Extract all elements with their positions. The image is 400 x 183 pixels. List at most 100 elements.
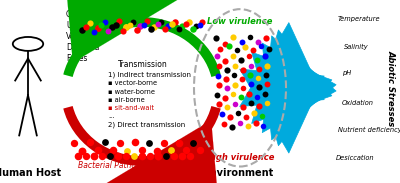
Point (256, 105, 262, 108)
Point (113, 23, 119, 26)
Point (214, 93, 220, 96)
Point (183, 149, 189, 152)
Point (217, 48, 223, 51)
Point (83, 154, 89, 157)
Point (162, 28, 168, 31)
Point (240, 105, 246, 108)
Point (250, 48, 256, 51)
Point (99, 154, 105, 157)
Text: 1) Indirect transmission: 1) Indirect transmission (108, 72, 191, 78)
Point (262, 55, 268, 58)
Point (263, 74, 269, 76)
Point (263, 36, 269, 39)
Point (226, 45, 232, 48)
Text: ▪ air-borne: ▪ air-borne (108, 97, 145, 103)
Point (230, 35, 236, 38)
Point (151, 25, 157, 28)
Point (190, 142, 196, 145)
Point (242, 45, 248, 48)
Point (238, 96, 244, 99)
Point (219, 112, 225, 115)
Point (137, 24, 143, 27)
Point (155, 23, 161, 26)
Point (107, 155, 113, 158)
Text: ▪ vector-borne: ▪ vector-borne (108, 80, 157, 86)
Point (148, 28, 154, 31)
Point (131, 154, 137, 157)
Point (214, 55, 220, 58)
Point (251, 112, 257, 115)
Point (253, 121, 259, 124)
Point (231, 74, 237, 77)
Point (247, 74, 253, 76)
Text: Bacterial Pathogens: Bacterial Pathogens (78, 161, 154, 170)
Point (246, 55, 252, 58)
Point (240, 68, 246, 71)
Point (87, 21, 93, 24)
Point (256, 86, 262, 89)
Point (227, 116, 233, 119)
Point (248, 102, 254, 105)
Point (222, 42, 228, 45)
Point (139, 149, 145, 152)
Point (161, 142, 167, 145)
Text: Low virulence: Low virulence (207, 17, 273, 27)
Text: Urine: Urine (66, 21, 86, 30)
Point (197, 149, 203, 152)
Point (215, 74, 221, 77)
Point (232, 83, 238, 86)
Point (147, 154, 153, 157)
Point (222, 96, 228, 99)
Point (247, 36, 253, 38)
Point (179, 154, 185, 157)
Point (199, 21, 205, 24)
Point (123, 155, 129, 158)
Point (139, 155, 145, 158)
Point (190, 27, 196, 30)
Text: 2) Direct transmission: 2) Direct transmission (108, 121, 185, 128)
Point (171, 155, 177, 158)
Point (224, 68, 230, 71)
Point (266, 48, 272, 51)
Text: Diarrhea: Diarrhea (66, 43, 99, 52)
Text: Vomiting: Vomiting (66, 32, 100, 41)
Point (222, 59, 228, 62)
Text: ...: ... (108, 113, 114, 119)
Text: Desiccation: Desiccation (336, 155, 375, 161)
Point (163, 154, 169, 157)
Point (235, 112, 241, 115)
Point (120, 29, 126, 32)
Point (246, 92, 252, 95)
Point (258, 45, 264, 48)
Point (224, 87, 230, 90)
Point (187, 155, 193, 158)
Point (79, 29, 85, 32)
Point (260, 124, 266, 127)
Point (134, 28, 140, 31)
Point (255, 77, 261, 80)
Point (141, 23, 147, 26)
Point (105, 30, 111, 33)
Text: Transmission: Transmission (118, 59, 168, 69)
Point (259, 115, 265, 118)
Point (193, 25, 199, 27)
Text: Temperature: Temperature (338, 16, 381, 22)
Point (183, 23, 189, 26)
Point (179, 24, 185, 27)
Point (256, 68, 262, 71)
Point (154, 149, 160, 152)
Point (169, 23, 175, 26)
Point (168, 149, 174, 152)
Point (240, 86, 246, 89)
Point (264, 64, 270, 67)
Point (262, 92, 268, 95)
Point (237, 122, 243, 124)
Point (232, 102, 238, 105)
Point (264, 102, 270, 104)
Point (102, 20, 108, 23)
Point (230, 93, 236, 96)
Point (254, 96, 260, 98)
Text: Abiotic Stresses: Abiotic Stresses (387, 50, 396, 126)
Point (79, 150, 85, 152)
Point (95, 27, 101, 30)
